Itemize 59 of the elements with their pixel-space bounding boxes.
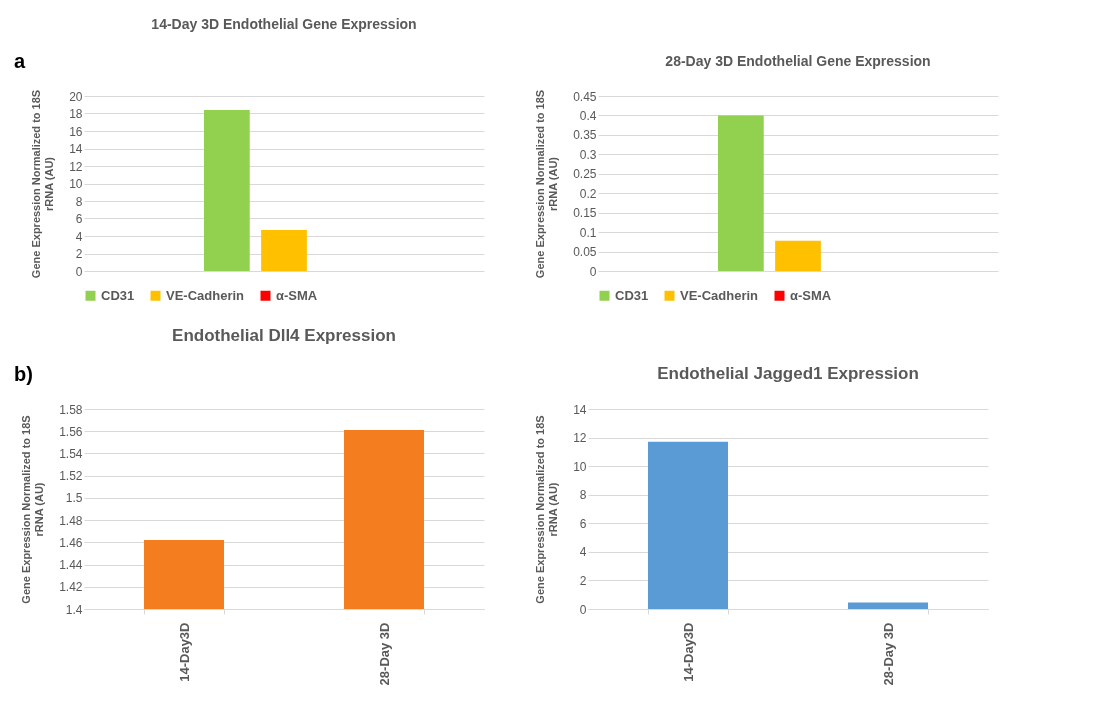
y-tick-label: 6: [75, 212, 83, 226]
y-tick-label: 12: [69, 159, 83, 174]
y-tick-label: 8: [579, 488, 587, 503]
x-tick-label: 14-Day3D: [176, 622, 192, 682]
y-tick-label: 1.54: [59, 446, 83, 461]
y-tick-label: 1.52: [59, 469, 83, 484]
y-tick-label: 6: [579, 516, 587, 531]
y-tick-label: 2: [75, 247, 83, 261]
y-axis-title: Gene Expression Normalized to 18S rRNA (AU): [534, 415, 560, 604]
y-axis-title: Gene Expression Normalized to 18S rRNA (AU): [20, 415, 46, 604]
y-tick-label: 0.3: [579, 147, 597, 162]
y-tick-label: 4: [579, 545, 587, 560]
y-tick-label: 0.15: [573, 206, 597, 221]
y-tick-label: 0: [579, 602, 587, 617]
legend-label: VE-Cadherin: [166, 287, 245, 303]
y-tick-label: 1.46: [59, 535, 83, 550]
y-tick-label: 0.45: [573, 89, 597, 104]
y-tick-label: 2: [579, 573, 587, 588]
y-tick-label: 8: [75, 194, 83, 209]
y-tick-label: 14: [69, 142, 83, 156]
legend-label: α-SMA: [276, 287, 318, 303]
y-tick-label: 0.1: [579, 225, 597, 240]
y-tick-label: 1.42: [59, 580, 83, 595]
y-tick-label: 0.05: [573, 245, 597, 260]
y-tick-label: 1.56: [59, 424, 83, 439]
x-tick-label: 28-Day 3D: [376, 622, 392, 686]
y-tick-label: 1.44: [59, 558, 83, 573]
y-tick-label: 0.2: [579, 186, 597, 201]
y-tick-label: 18: [69, 107, 83, 121]
y-tick-label: 1.4: [65, 602, 83, 617]
y-axis-title: Gene Expression Normalized to 18S rRNA (AU): [534, 89, 560, 279]
x-tick-label: 14-Day3D: [680, 622, 696, 682]
text: b): [14, 363, 33, 385]
chart-title: 28-Day 3D Endothelial Gene Expression: [665, 53, 931, 70]
y-tick-label: 0.25: [573, 167, 597, 182]
x-tick-label: 28-Day 3D: [880, 622, 896, 686]
legend-label: VE-Cadherin: [680, 287, 759, 303]
y-tick-label: 4: [75, 229, 83, 244]
y-tick-label: 10: [69, 177, 83, 191]
text: a: [14, 50, 26, 72]
y-tick-label: 14: [573, 402, 587, 417]
chart-title: 14-Day 3D Endothelial Gene Expression: [151, 16, 417, 32]
y-tick-label: 0.35: [573, 128, 597, 143]
y-tick-label: 1.5: [65, 491, 83, 506]
y-tick-label: 12: [573, 431, 587, 446]
y-tick-label: 20: [69, 89, 83, 104]
y-tick-label: 10: [573, 459, 587, 474]
y-tick-label: 0: [75, 264, 83, 279]
chart-title: Endothelial Jagged1 Expression: [657, 364, 919, 383]
y-tick-label: 0.4: [579, 108, 597, 123]
y-tick-label: 1.58: [59, 402, 83, 417]
legend-label: CD31: [615, 287, 649, 303]
y-tick-label: 0: [589, 264, 597, 279]
y-tick-label: 1.48: [59, 513, 83, 528]
y-tick-label: 16: [69, 124, 83, 139]
legend-label: α-SMA: [790, 287, 832, 303]
legend-label: CD31: [101, 287, 135, 303]
y-axis-title: Gene Expression Normalized to 18S rRNA (AU): [30, 89, 56, 279]
chart-title: Endothelial Dll4 Expression: [172, 326, 396, 345]
